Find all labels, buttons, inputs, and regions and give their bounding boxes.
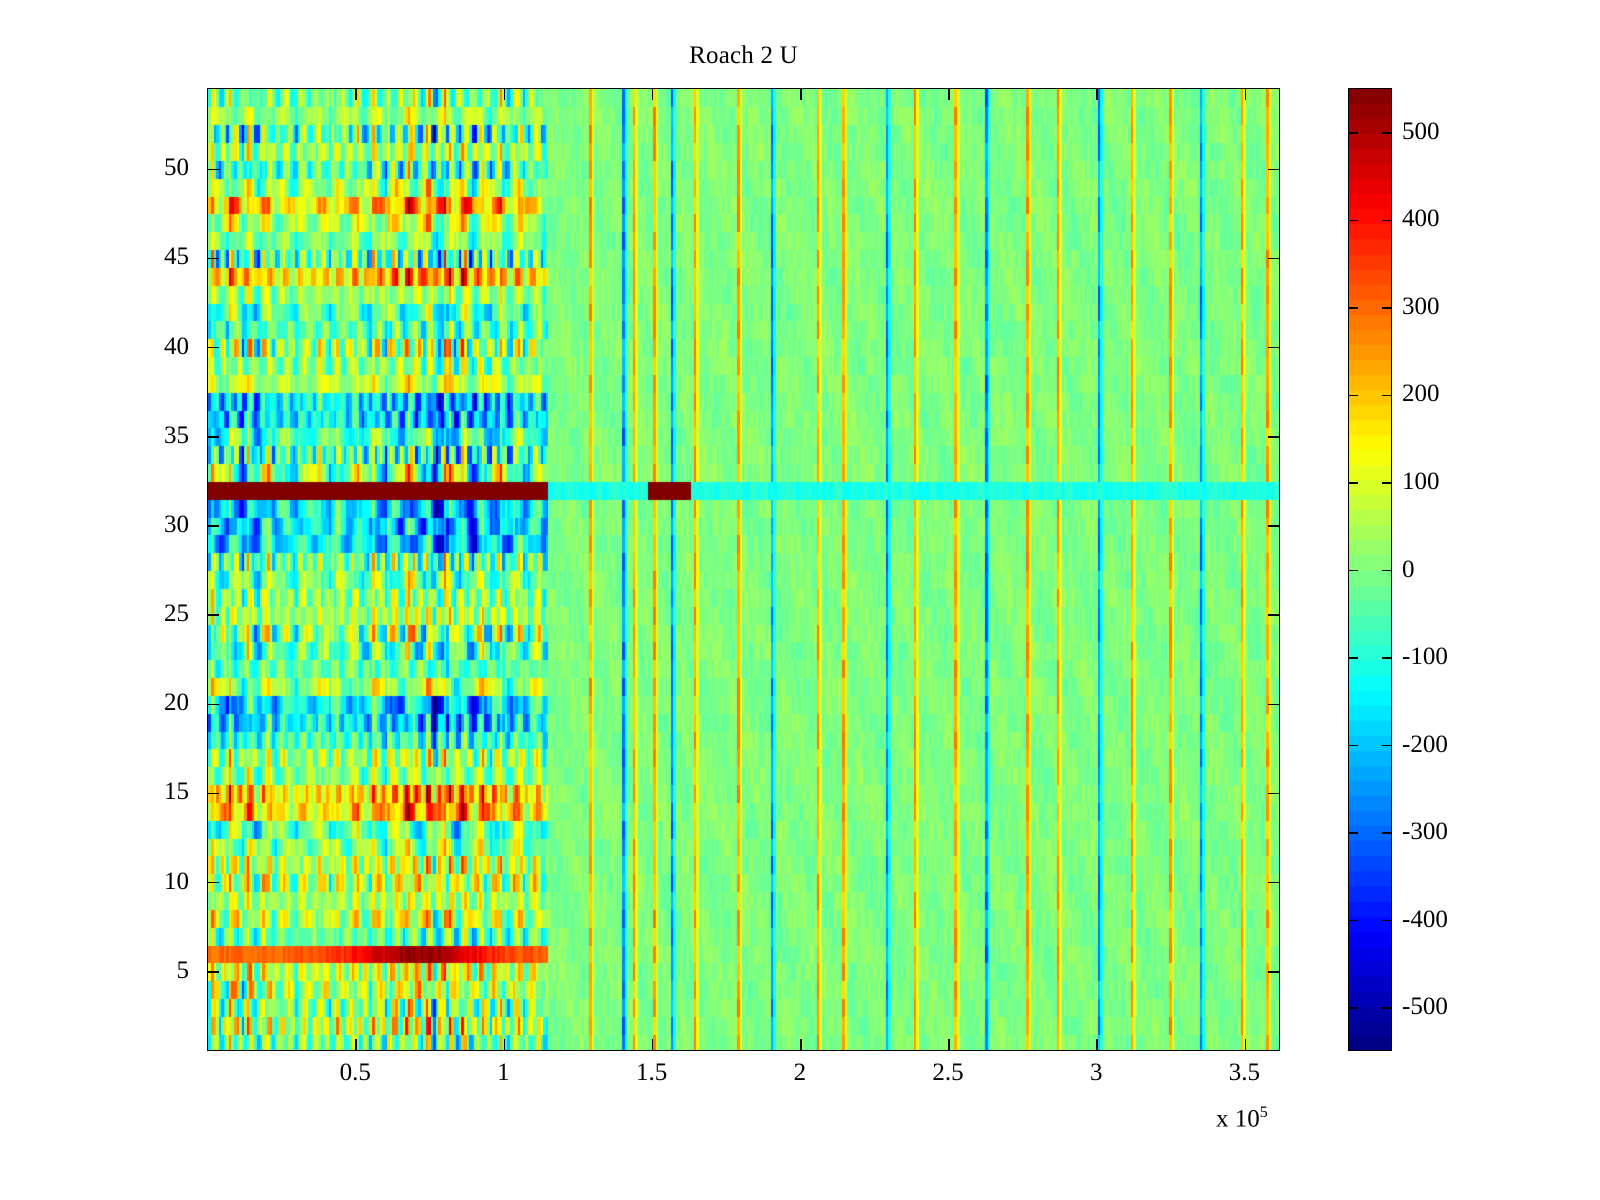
- y-axis-tick: [1268, 971, 1279, 973]
- x-axis-tick: [503, 89, 506, 100]
- y-axis-tick: [208, 614, 219, 616]
- y-axis-tick-label: 45: [164, 243, 189, 271]
- x-exponent-mantissa: x 10: [1216, 1105, 1260, 1133]
- colorbar-tick-label: 100: [1402, 467, 1440, 495]
- colorbar-tick: [1349, 744, 1358, 747]
- x-axis-tick: [651, 89, 654, 100]
- y-axis-tick: [1268, 881, 1279, 884]
- x-axis-tick-label: 2: [793, 1059, 807, 1086]
- colorbar-tick: [1349, 832, 1358, 834]
- x-axis-tick-label: 2.5: [932, 1059, 964, 1086]
- colorbar-tick: [1349, 919, 1358, 922]
- colorbar-tick: [1349, 132, 1358, 134]
- x-axis-tick: [948, 89, 950, 100]
- x-axis-tick: [355, 89, 357, 100]
- y-axis-tick: [208, 346, 219, 349]
- colorbar-tick: [1349, 219, 1358, 222]
- colorbar-tick: [1382, 132, 1391, 134]
- y-axis-tick: [1268, 792, 1279, 795]
- colorbar-tick-label: 500: [1402, 117, 1440, 145]
- y-axis-tick: [1268, 168, 1279, 170]
- y-axis-tick-label: 20: [164, 689, 189, 717]
- colorbar-gradient: [1349, 89, 1391, 1050]
- x-axis-tick: [651, 1039, 654, 1050]
- x-axis-tick: [355, 1039, 357, 1050]
- y-axis-tick: [208, 436, 219, 438]
- y-axis-tick: [1268, 346, 1279, 349]
- colorbar-tick: [1382, 744, 1391, 747]
- colorbar-tick-label: -100: [1402, 643, 1448, 671]
- colorbar-tick-label: 300: [1402, 292, 1440, 320]
- colorbar-tick: [1349, 657, 1358, 659]
- colorbar-tick: [1382, 919, 1391, 922]
- x-axis-tick: [1244, 1039, 1247, 1050]
- y-axis-tick-label: 35: [164, 421, 189, 449]
- colorbar-tick-label: -200: [1402, 730, 1448, 758]
- y-axis-tick: [1268, 525, 1279, 527]
- x-axis-tick-label: 1: [497, 1059, 510, 1086]
- colorbar-tick-label: -300: [1402, 818, 1448, 846]
- colorbar-tick-label: 400: [1402, 205, 1440, 233]
- x-axis-tick: [800, 1039, 802, 1050]
- colorbar-tick: [1382, 569, 1391, 572]
- x-axis-tick: [1096, 89, 1098, 100]
- colorbar-tick-label: -500: [1402, 993, 1448, 1021]
- y-axis-tick: [208, 881, 219, 884]
- y-axis-tick-label: 10: [164, 867, 189, 895]
- colorbar-tick-label: -400: [1402, 905, 1448, 933]
- y-axis-tick: [208, 257, 219, 260]
- colorbar[interactable]: [1348, 88, 1392, 1051]
- x-axis-tick-label: 0.5: [339, 1059, 371, 1086]
- plot-title: Roach 2 U: [689, 42, 798, 69]
- colorbar-tick: [1382, 657, 1391, 659]
- x-axis-tick: [1244, 89, 1247, 100]
- x-axis-tick: [800, 89, 802, 100]
- colorbar-tick: [1349, 307, 1358, 309]
- x-axis-tick-label: 3.5: [1228, 1059, 1261, 1086]
- x-axis-tick: [503, 1039, 506, 1050]
- y-axis-tick-label: 15: [164, 778, 189, 806]
- y-axis-tick: [208, 168, 219, 170]
- y-axis-tick-label: 40: [164, 332, 189, 360]
- x-axis-exponent-label: x 105: [1216, 1104, 1268, 1133]
- y-axis-tick: [208, 703, 219, 705]
- y-axis-tick: [208, 792, 219, 795]
- colorbar-tick: [1382, 394, 1391, 397]
- y-axis-tick: [1268, 703, 1279, 705]
- colorbar-tick-label: 200: [1402, 380, 1440, 408]
- x-axis-tick-label: 1.5: [635, 1059, 668, 1086]
- colorbar-tick: [1382, 482, 1391, 484]
- heatmap-image: [208, 89, 1279, 1050]
- x-axis-tick: [948, 1039, 950, 1050]
- colorbar-tick: [1349, 1007, 1358, 1009]
- colorbar-tick: [1382, 219, 1391, 222]
- colorbar-tick: [1382, 832, 1391, 834]
- y-axis-tick: [1268, 436, 1279, 438]
- y-axis-tick-label: 5: [176, 956, 190, 984]
- y-axis-tick: [208, 971, 219, 973]
- y-axis-tick-label: 30: [164, 510, 189, 538]
- x-axis-tick: [1096, 1039, 1098, 1050]
- colorbar-tick: [1349, 569, 1358, 572]
- colorbar-tick: [1349, 394, 1358, 397]
- y-axis-tick-label: 50: [164, 154, 189, 182]
- colorbar-tick-label: 0: [1402, 555, 1415, 583]
- y-axis-tick-label: 25: [164, 600, 189, 628]
- x-axis-tick-label: 3: [1089, 1059, 1103, 1086]
- y-axis-tick: [1268, 257, 1279, 260]
- colorbar-tick: [1382, 307, 1391, 309]
- y-axis-tick: [208, 525, 219, 527]
- colorbar-tick: [1382, 1007, 1391, 1009]
- heatmap-axes[interactable]: [207, 88, 1280, 1051]
- x-exponent-power: 5: [1259, 1104, 1268, 1121]
- colorbar-tick: [1349, 482, 1358, 484]
- y-axis-tick: [1268, 614, 1279, 616]
